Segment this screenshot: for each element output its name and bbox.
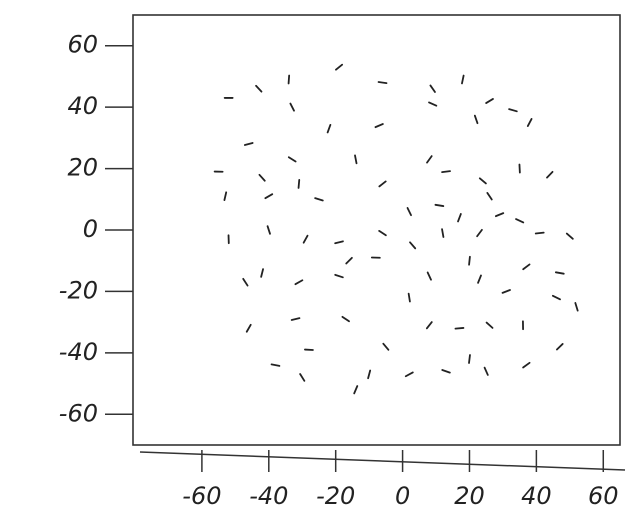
point [458, 214, 461, 221]
point [516, 219, 523, 222]
point [265, 194, 272, 198]
point [245, 143, 253, 145]
point [536, 233, 544, 234]
point [379, 82, 387, 83]
point [409, 294, 410, 302]
point [556, 272, 564, 273]
x-tick-label: 20 [454, 482, 485, 510]
point [375, 124, 382, 127]
point [355, 155, 357, 163]
x-axis-line [140, 452, 625, 470]
point [368, 370, 370, 378]
point [346, 258, 352, 264]
point [379, 181, 385, 186]
point [342, 317, 349, 321]
point [435, 205, 443, 206]
point [268, 226, 270, 234]
point [575, 303, 577, 311]
y-tick-label: -40 [59, 338, 98, 366]
x-tick-label: 60 [588, 482, 619, 510]
point [427, 322, 432, 328]
point [328, 125, 331, 133]
point [304, 236, 308, 243]
point [523, 363, 529, 368]
point [503, 290, 510, 293]
point [486, 99, 493, 103]
point [335, 275, 343, 277]
point [475, 116, 478, 124]
point [261, 269, 263, 277]
point [478, 275, 481, 282]
point [442, 229, 443, 237]
y-tick-label: 20 [67, 154, 98, 182]
point [487, 323, 493, 328]
point [256, 86, 261, 92]
point [469, 355, 470, 363]
point [259, 175, 264, 181]
point [480, 178, 486, 183]
y-tick-label: -20 [59, 276, 98, 304]
point [487, 193, 491, 200]
point [292, 318, 300, 320]
point [567, 234, 573, 239]
point [427, 156, 432, 162]
y-tick-label: 40 [67, 92, 98, 120]
point [485, 368, 488, 375]
point [406, 372, 413, 376]
point [295, 280, 302, 284]
x-tick-label: 40 [521, 482, 552, 510]
y-tick-label: -60 [59, 399, 98, 427]
chart: 60 40 20 0 -20 -40 -60 -60 -40 -20 0 20 40 60 [0, 0, 638, 529]
point [272, 364, 280, 366]
point [289, 76, 290, 84]
point [408, 208, 412, 215]
x-tick-label: -40 [249, 482, 288, 510]
point [553, 296, 560, 300]
x-tick-label: 0 [395, 482, 410, 510]
y-tick-label: 60 [67, 31, 98, 59]
point [224, 192, 226, 200]
point [336, 65, 342, 70]
point [354, 386, 357, 393]
point [455, 328, 463, 329]
point [428, 272, 431, 279]
point [379, 231, 386, 235]
point [528, 119, 532, 126]
point [442, 171, 450, 172]
point [469, 257, 470, 265]
point [299, 180, 300, 188]
point [477, 230, 482, 236]
point [300, 374, 304, 381]
x-tick-label: -60 [182, 482, 221, 510]
plot-frame [133, 15, 620, 445]
point [547, 172, 553, 178]
point [430, 85, 435, 92]
point [509, 109, 517, 111]
point [315, 198, 323, 200]
point [290, 104, 294, 111]
point [462, 76, 464, 84]
y-tick-label: 0 [83, 215, 98, 243]
point [243, 279, 247, 286]
point [383, 344, 388, 350]
point [289, 157, 296, 161]
point [557, 344, 563, 350]
point [442, 370, 450, 373]
point [496, 213, 503, 216]
point [523, 264, 529, 269]
point [335, 241, 343, 243]
point [429, 102, 436, 105]
x-tick-label: -20 [316, 482, 355, 510]
point [247, 325, 251, 332]
point [410, 242, 415, 248]
